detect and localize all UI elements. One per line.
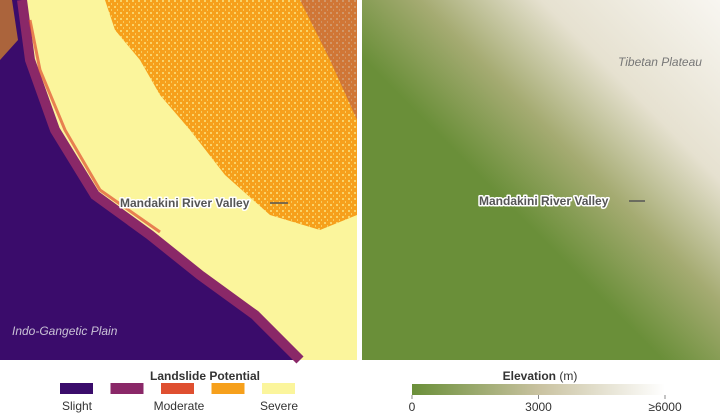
legend-title: Landslide Potential: [150, 369, 260, 383]
legend-title: Elevation: [503, 369, 556, 383]
tick-label: ≥6000: [648, 400, 682, 414]
legend-unit: (m): [559, 369, 577, 383]
legend-swatch: [161, 383, 194, 394]
tick-label: 0: [409, 400, 416, 414]
landslide-map: [0, 0, 357, 364]
elevation-map: [362, 0, 720, 360]
legend-label: Slight: [62, 399, 93, 413]
elevation-ticks: 0 3000 ≥6000: [409, 395, 682, 414]
legend-label: Moderate: [154, 399, 205, 413]
color-bar: [412, 384, 665, 395]
valley-label: Mandakini River Valley: [120, 196, 250, 210]
legend-swatches: [60, 383, 295, 394]
valley-label: Mandakini River Valley: [479, 194, 609, 208]
tick-label: 3000: [525, 400, 552, 414]
plain-label: Indo-Gangetic Plain: [12, 324, 118, 338]
legend-swatch: [110, 383, 144, 394]
legend-swatch: [60, 383, 93, 394]
legend-swatch: [211, 383, 245, 394]
legend-swatch: [262, 383, 295, 394]
legend-label: Severe: [260, 399, 298, 413]
plateau-label: Tibetan Plateau: [618, 55, 702, 69]
legend-title: Elevation (m): [503, 369, 578, 383]
